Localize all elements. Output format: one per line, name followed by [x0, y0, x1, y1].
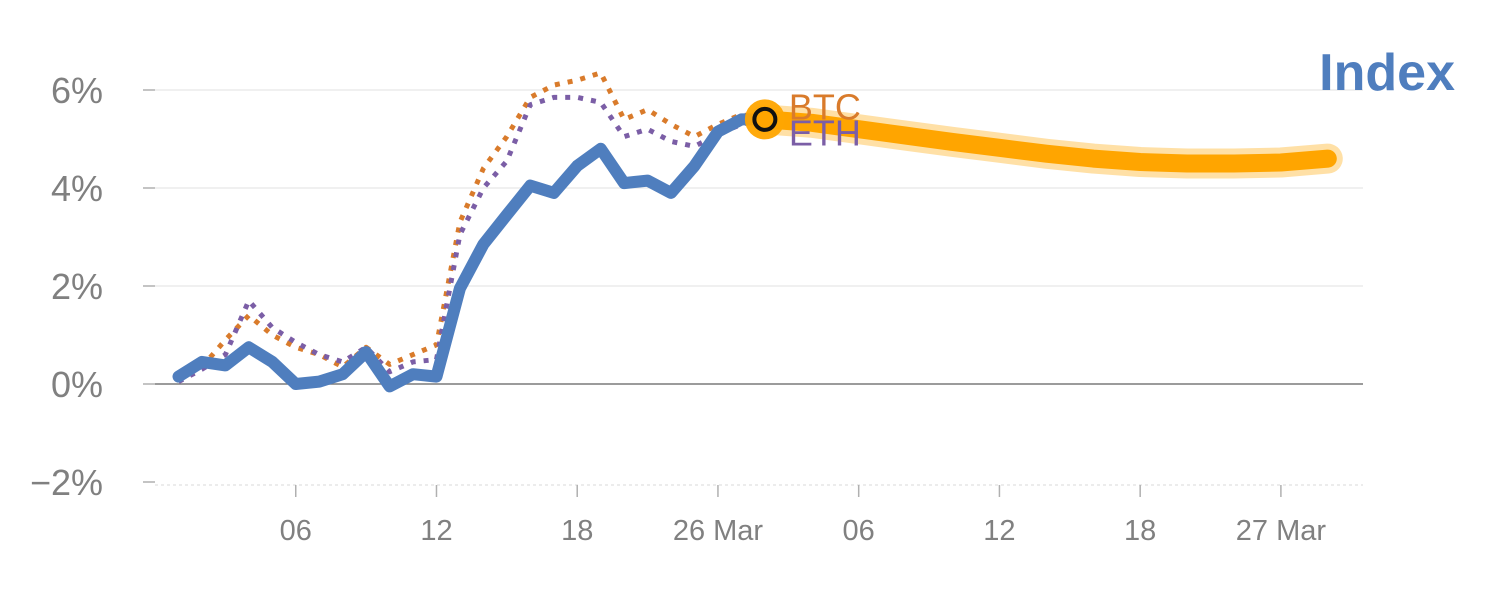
end-label-btc: BTC — [789, 86, 861, 127]
x-tick-label: 06 — [843, 515, 875, 547]
x-tick-label: 06 — [280, 515, 312, 547]
series-btc-line — [177, 70, 766, 382]
x-tick-label: 27 Mar — [1236, 515, 1327, 547]
y-tick-label: 4% — [51, 168, 103, 209]
y-tick-label: 0% — [51, 364, 103, 405]
y-tick-label: −2% — [30, 462, 103, 503]
x-tick-label: 18 — [561, 515, 593, 547]
axes: −2% 0% 2% 4% 6% 06 12 18 26 Mar 06 12 18 27 Mar — [30, 70, 1326, 547]
series-index-line — [172, 113, 771, 393]
end-marker — [752, 106, 778, 132]
series-layer — [172, 70, 1343, 393]
series-eth-line — [177, 94, 766, 384]
y-tick-label: 2% — [51, 266, 103, 307]
grid-lines — [155, 89, 1363, 486]
x-tick-label: 12 — [420, 515, 452, 547]
end-label-eth: ETH — [789, 112, 861, 153]
chart-title: Index — [1319, 44, 1455, 102]
y-tick-label: 6% — [51, 70, 103, 111]
x-tick-label: 18 — [1124, 515, 1156, 547]
forecast-band — [755, 110, 1337, 173]
x-tick-label: 26 Mar — [673, 515, 764, 547]
x-tick-label: 12 — [983, 515, 1015, 547]
